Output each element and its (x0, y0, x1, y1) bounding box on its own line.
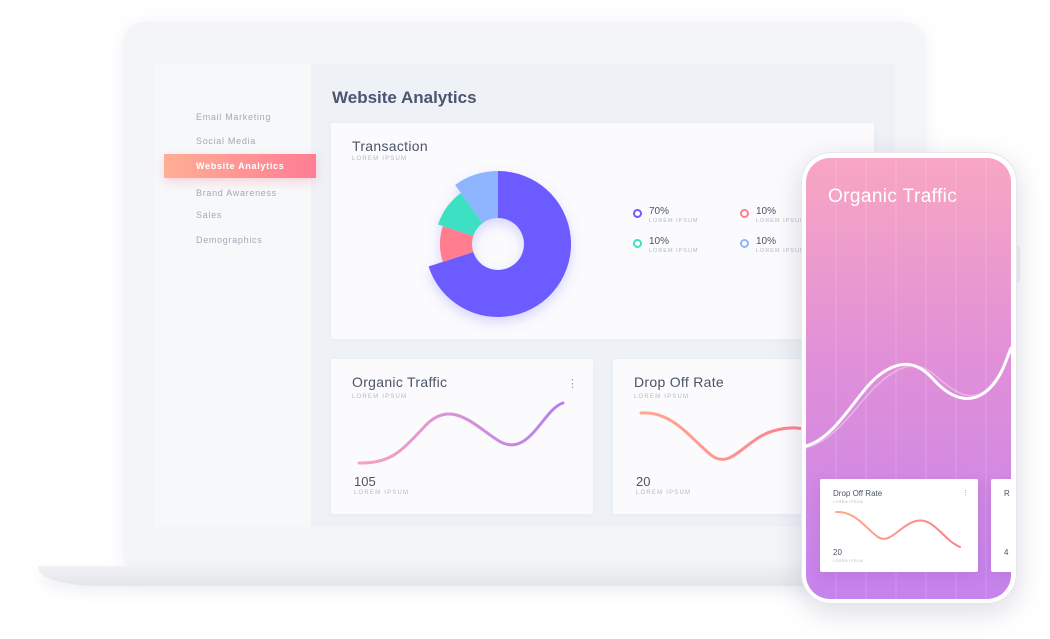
phone-secondary-value: 4 (1004, 548, 1009, 557)
drop-off-line-chart (639, 411, 815, 461)
legend-label: LOREM IPSUM (756, 218, 806, 224)
legend-value: 10% (756, 206, 777, 217)
organic-traffic-subtitle: LOREM IPSUM (352, 394, 408, 400)
more-menu-icon[interactable]: ⋮ (962, 490, 969, 497)
phone-drop-off-card: Drop Off Rate LOREM IPSUM ⋮ 20 LOREM IPS… (820, 479, 978, 572)
phone-side-button (1017, 246, 1020, 282)
sidebar-item-brand-awareness[interactable]: Brand Awareness (196, 188, 277, 198)
organic-traffic-value: 105 (354, 474, 376, 489)
phone-title: Organic Traffic (828, 186, 958, 207)
organic-traffic-line-chart (357, 401, 565, 465)
phone-secondary-card: R 4 (991, 479, 1011, 572)
legend-item: 10% LOREM IPSUM (740, 206, 805, 228)
legend-label: LOREM IPSUM (649, 248, 699, 254)
sidebar-item-email-marketing[interactable]: Email Marketing (196, 112, 272, 122)
donut-slice-1 (428, 171, 571, 317)
organic-traffic-value-label: LOREM IPSUM (354, 490, 410, 496)
organic-traffic-card: Organic Traffic LOREM IPSUM ⋮ 105 LOREM … (331, 359, 593, 514)
drop-off-value-label: LOREM IPSUM (636, 490, 692, 496)
sidebar: Email Marketing Social Media Website Ana… (155, 64, 316, 527)
legend-dot-icon (740, 239, 749, 248)
drop-off-title: Drop Off Rate (634, 374, 725, 390)
page-title: Website Analytics (332, 88, 477, 107)
sidebar-item-social-media[interactable]: Social Media (196, 136, 256, 146)
phone-drop-off-title: Drop Off Rate (833, 489, 883, 498)
phone-drop-off-line (835, 510, 961, 548)
organic-traffic-line (357, 401, 565, 465)
donut-slice-4 (455, 171, 498, 223)
transaction-title: Transaction (352, 138, 428, 154)
laptop-base (38, 566, 988, 586)
legend-dot-icon (633, 239, 642, 248)
organic-traffic-title: Organic Traffic (352, 374, 448, 390)
donut-slice-3 (438, 193, 483, 236)
sidebar-item-sales[interactable]: Sales (196, 210, 223, 220)
legend-value: 70% (649, 206, 670, 217)
phone-drop-off-line-chart (835, 510, 961, 548)
transaction-donut-chart (428, 171, 571, 317)
legend-item: 10% LOREM IPSUM (633, 236, 698, 258)
legend-dot-icon (633, 209, 642, 218)
phone-traffic-line (806, 346, 1011, 448)
drop-off-value: 20 (636, 474, 651, 489)
legend-label: LOREM IPSUM (756, 248, 806, 254)
legend-value: 10% (649, 236, 670, 247)
sidebar-item-website-analytics[interactable]: Website Analytics (164, 154, 316, 178)
legend-item: 70% LOREM IPSUM (633, 206, 698, 228)
transaction-card: Transaction LOREM IPSUM 70% LOREM IPSUM … (331, 123, 874, 339)
phone-drop-off-subtitle: LOREM IPSUM (833, 500, 864, 504)
sidebar-item-demographics[interactable]: Demographics (196, 235, 263, 245)
drop-off-subtitle: LOREM IPSUM (634, 394, 690, 400)
donut-slice-2 (440, 226, 474, 262)
legend-dot-icon (740, 209, 749, 218)
phone-screen: Organic Traffic Drop Off Rate LOREM IPSU… (806, 158, 1011, 599)
transaction-subtitle: LOREM IPSUM (352, 156, 408, 162)
phone-secondary-title: R (1004, 489, 1010, 498)
legend-label: LOREM IPSUM (649, 218, 699, 224)
legend-item: 10% LOREM IPSUM (740, 236, 805, 258)
legend-value: 10% (756, 236, 777, 247)
laptop-screen: Email Marketing Social Media Website Ana… (155, 64, 895, 527)
phone-drop-off-value-label: LOREM IPSUM (833, 559, 864, 563)
phone-drop-off-value: 20 (833, 548, 842, 557)
drop-off-line (639, 411, 815, 461)
more-menu-icon[interactable]: ⋮ (567, 378, 578, 390)
